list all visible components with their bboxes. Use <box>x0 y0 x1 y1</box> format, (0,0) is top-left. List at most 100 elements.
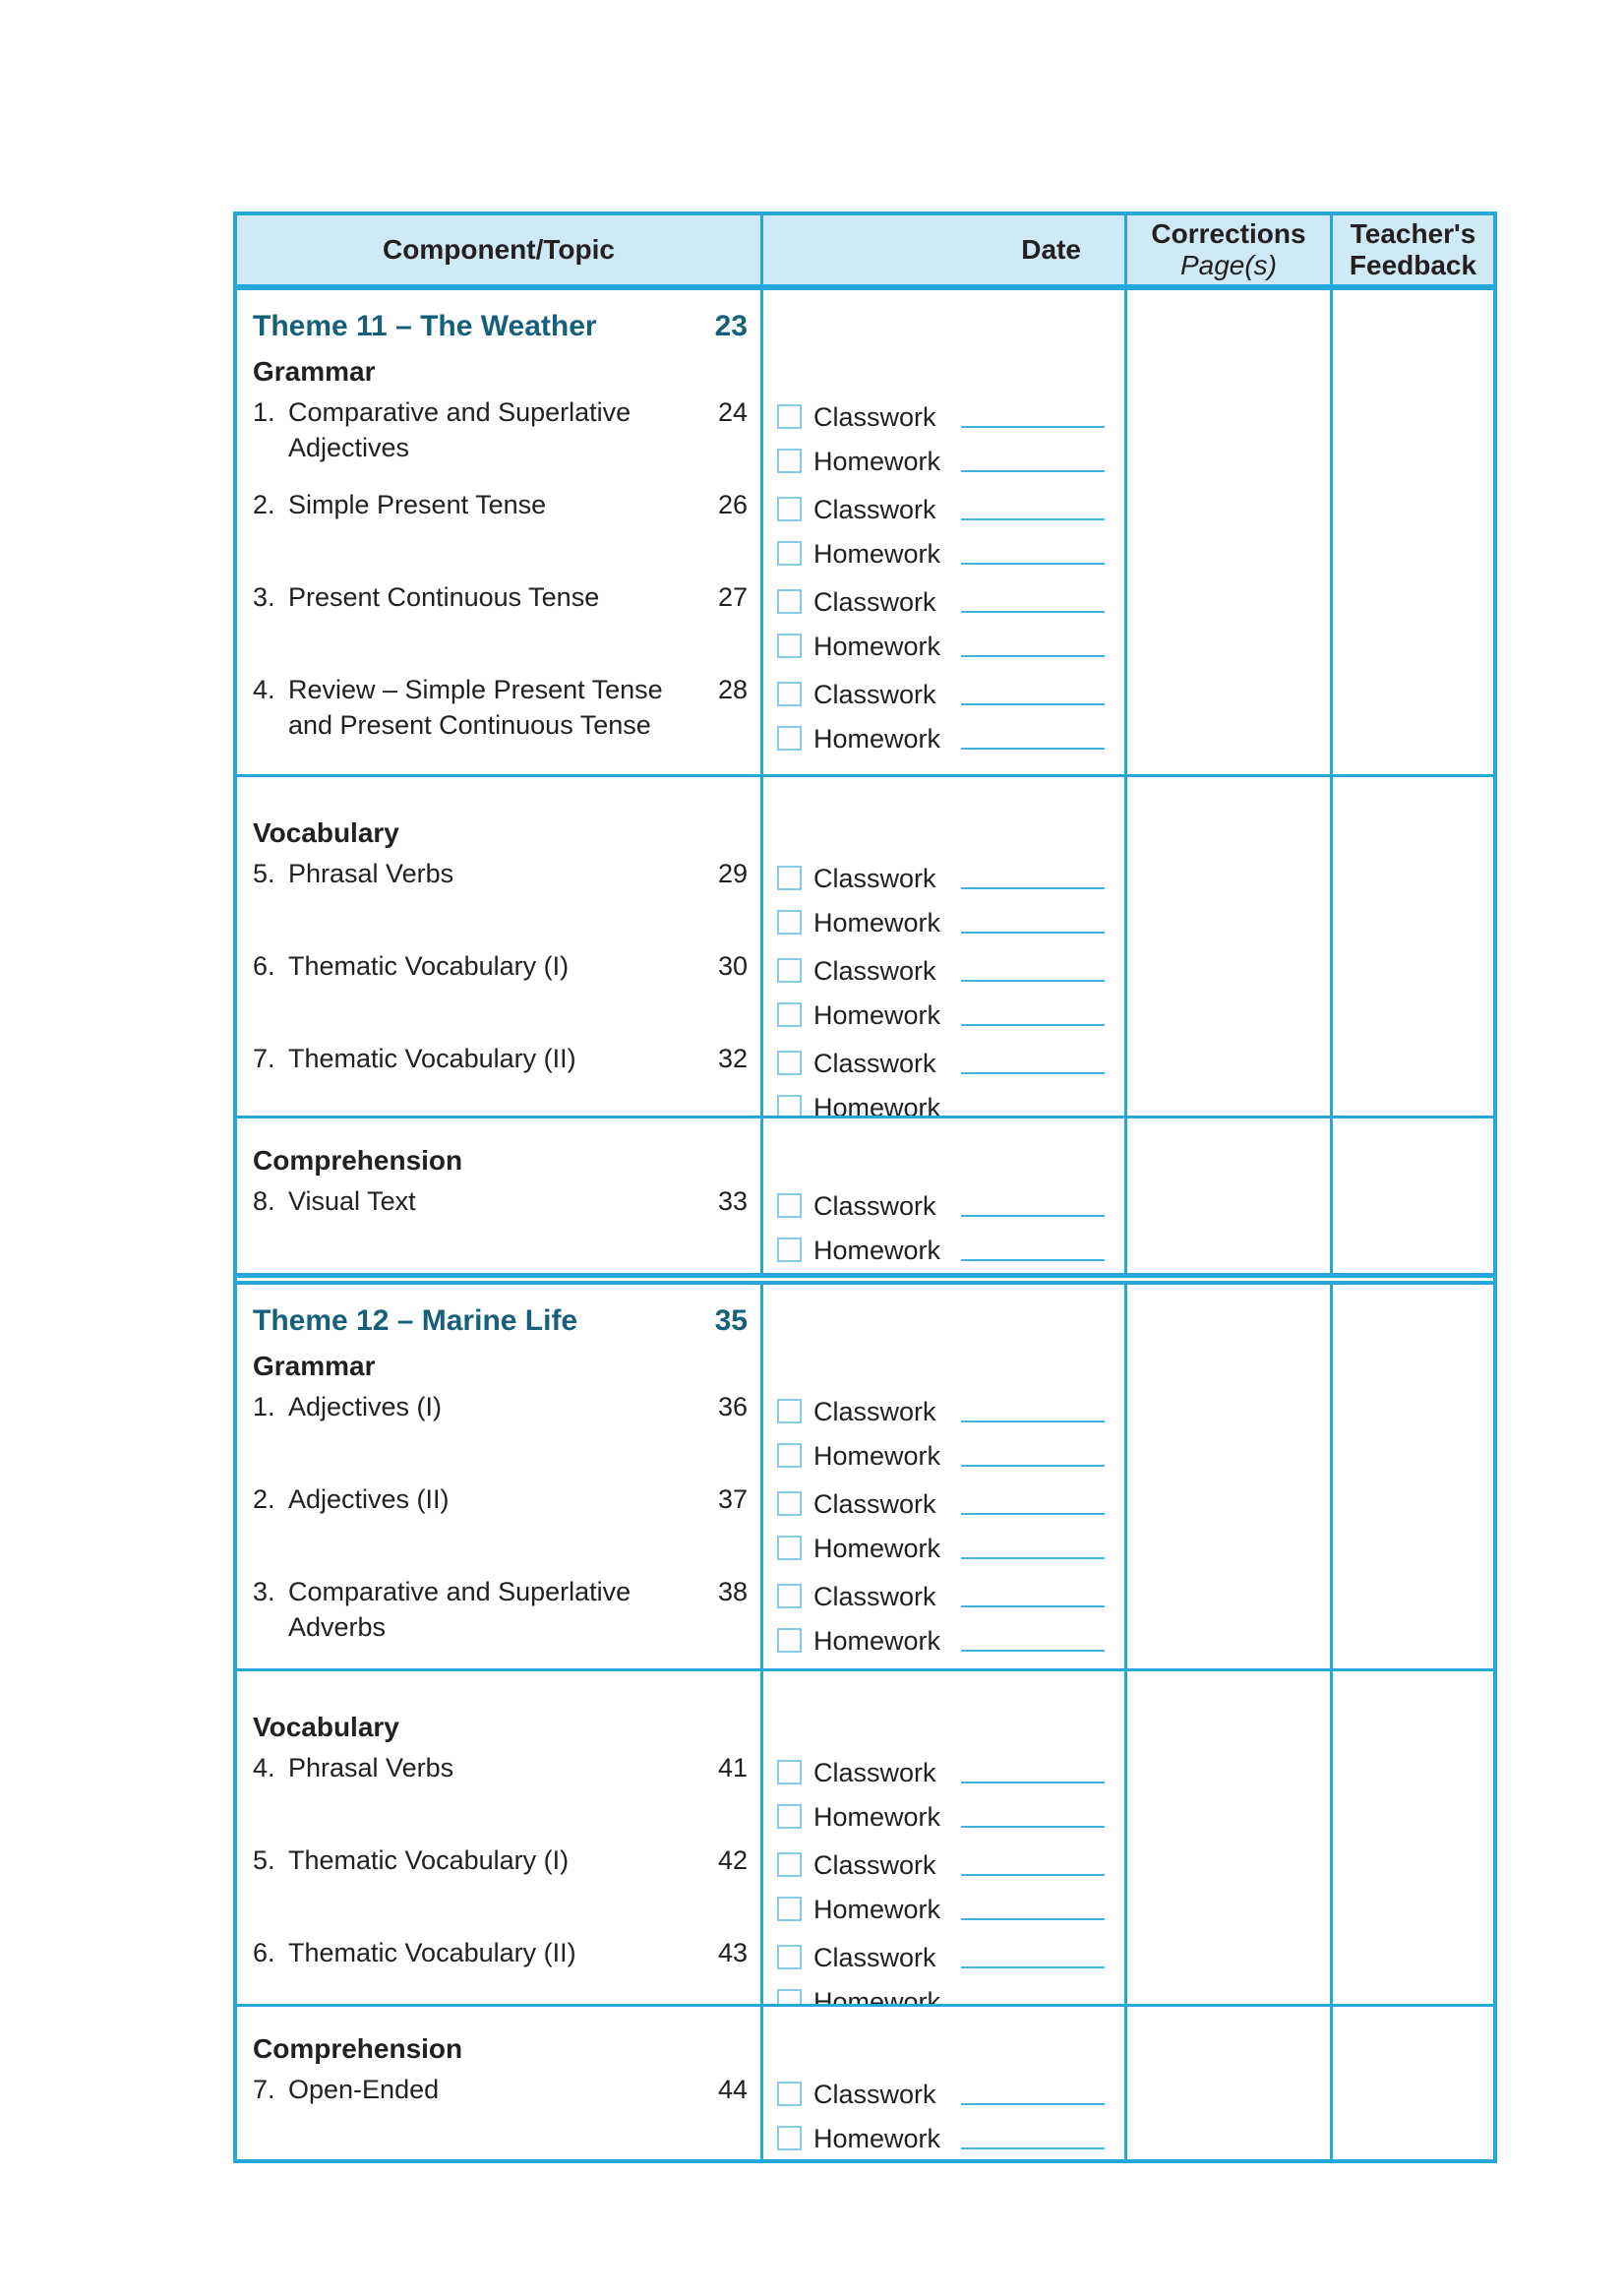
topic-item-row: 5. Phrasal Verbs 29 <box>253 856 748 948</box>
progress-record-table: Component/Topic Date Corrections Page(s)… <box>233 211 1497 2163</box>
classwork-label: Classwork <box>813 401 936 432</box>
date-fill-in-line[interactable] <box>961 1825 1105 1828</box>
homework-checkbox[interactable] <box>777 1443 802 1468</box>
header-cell-teacher-feedback: Teacher's Feedback <box>1333 215 1493 284</box>
date-fill-in-line[interactable] <box>961 1512 1105 1515</box>
topic-cell: Vocabulary 4. Phrasal Verbs 41 5. Thematic Vo… <box>237 1671 760 2004</box>
item-number: 4. <box>253 675 275 704</box>
homework-checkbox[interactable] <box>777 1897 802 1921</box>
date-fill-in-line[interactable] <box>961 562 1105 565</box>
homework-label: Homework <box>813 631 941 661</box>
homework-label: Homework <box>813 2123 941 2153</box>
date-fill-in-line[interactable] <box>961 1781 1105 1783</box>
section-block: Comprehension 8. Visual Text 33 Classwork Hom… <box>237 1118 1493 1273</box>
classwork-checkbox[interactable] <box>777 497 802 521</box>
header-component-topic-label: Component/Topic <box>383 234 615 265</box>
date-fill-in-line[interactable] <box>961 2146 1105 2149</box>
classwork-checkbox[interactable] <box>777 1491 802 1516</box>
classwork-checkbox[interactable] <box>777 1584 802 1608</box>
classwork-checkbox[interactable] <box>777 1051 802 1075</box>
date-fill-in-line[interactable] <box>961 702 1105 705</box>
homework-label: Homework <box>813 1894 941 1924</box>
date-fill-in-line[interactable] <box>961 931 1105 934</box>
date-slot: Classwork Homework <box>763 487 1124 579</box>
item-number: 8. <box>253 1186 275 1216</box>
homework-checkbox[interactable] <box>777 1536 802 1560</box>
homework-checkbox[interactable] <box>777 1628 802 1653</box>
classwork-row: Classwork <box>763 1843 1124 1887</box>
item-title: Review – Simple Present Tense and Presen… <box>288 675 663 740</box>
section-block: Comprehension 7. Open-Ended 44 Classwork Home… <box>237 2007 1493 2159</box>
item-number: 3. <box>253 1577 275 1606</box>
date-fill-in-line[interactable] <box>961 1604 1105 1607</box>
topic-item-row: 3. Present Continuous Tense 27 <box>253 579 748 672</box>
homework-checkbox[interactable] <box>777 1238 802 1262</box>
classwork-checkbox[interactable] <box>777 1399 802 1423</box>
date-fill-in-line[interactable] <box>961 610 1105 613</box>
homework-checkbox[interactable] <box>777 1989 802 2004</box>
classwork-checkbox[interactable] <box>777 958 802 983</box>
date-fill-in-line[interactable] <box>961 654 1105 657</box>
classwork-checkbox[interactable] <box>777 1193 802 1218</box>
date-fill-in-line[interactable] <box>961 469 1105 472</box>
column-divider <box>760 290 763 774</box>
date-fill-in-line[interactable] <box>961 979 1105 982</box>
classwork-label: Classwork <box>813 2079 936 2109</box>
item-page-number: 28 <box>717 675 748 704</box>
date-fill-in-line[interactable] <box>961 517 1105 520</box>
homework-row: Homework <box>763 1979 1124 2004</box>
date-fill-in-line[interactable] <box>961 1420 1105 1422</box>
classwork-checkbox[interactable] <box>777 866 802 890</box>
classwork-checkbox[interactable] <box>777 1852 802 1877</box>
homework-checkbox[interactable] <box>777 726 802 751</box>
homework-checkbox[interactable] <box>777 634 802 658</box>
item-title: Present Continuous Tense <box>288 582 600 612</box>
homework-row: Homework <box>763 624 1124 668</box>
date-fill-in-line[interactable] <box>961 1917 1105 1920</box>
theme-title: Theme 12 – Marine Life <box>253 1304 578 1337</box>
date-fill-in-line[interactable] <box>961 1464 1105 1467</box>
homework-checkbox[interactable] <box>777 1804 802 1829</box>
classwork-checkbox[interactable] <box>777 1945 802 1969</box>
topic-item-row: 1. Adjectives (I) 36 <box>253 1389 748 1481</box>
classwork-checkbox[interactable] <box>777 682 802 706</box>
corrections-cell <box>1127 290 1330 774</box>
date-slot: Classwork Homework <box>763 1750 1124 1843</box>
classwork-checkbox[interactable] <box>777 1760 802 1784</box>
date-slot: Classwork Homework <box>763 948 1124 1041</box>
date-fill-in-line[interactable] <box>961 1071 1105 1074</box>
date-slot: Classwork Homework <box>763 2072 1124 2159</box>
date-fill-in-line[interactable] <box>961 425 1105 428</box>
date-fill-in-line[interactable] <box>961 747 1105 750</box>
date-fill-in-line[interactable] <box>961 1214 1105 1217</box>
classwork-checkbox[interactable] <box>777 589 802 614</box>
column-divider <box>1330 1118 1333 1273</box>
topic-cell: Vocabulary 5. Phrasal Verbs 29 6. Thematic Vo… <box>237 777 760 1116</box>
classwork-checkbox[interactable] <box>777 404 802 429</box>
homework-checkbox[interactable] <box>777 910 802 935</box>
homework-checkbox[interactable] <box>777 541 802 566</box>
date-fill-in-line[interactable] <box>961 1649 1105 1652</box>
date-fill-in-line[interactable] <box>961 1556 1105 1559</box>
item-title: Comparative and Superlative Adverbs <box>288 1577 632 1642</box>
homework-label: Homework <box>813 1625 941 1656</box>
homework-label: Homework <box>813 1440 941 1471</box>
date-fill-in-line[interactable] <box>961 1258 1105 1261</box>
date-fill-in-line[interactable] <box>961 1873 1105 1876</box>
date-fill-in-line[interactable] <box>961 1023 1105 1026</box>
classwork-label: Classwork <box>813 679 936 709</box>
column-divider <box>1330 777 1333 1116</box>
homework-checkbox[interactable] <box>777 1002 802 1027</box>
classwork-checkbox[interactable] <box>777 2082 802 2106</box>
date-fill-in-line[interactable] <box>961 1965 1105 1968</box>
date-fill-in-line[interactable] <box>961 2102 1105 2105</box>
classwork-label: Classwork <box>813 955 936 986</box>
date-fill-in-line[interactable] <box>961 886 1105 889</box>
homework-checkbox[interactable] <box>777 2126 802 2150</box>
homework-checkbox[interactable] <box>777 1095 802 1116</box>
homework-checkbox[interactable] <box>777 449 802 473</box>
date-slot: Classwork Homework <box>763 672 1124 760</box>
classwork-row: Classwork <box>763 1183 1124 1228</box>
header-date-label: Date <box>1021 234 1081 265</box>
